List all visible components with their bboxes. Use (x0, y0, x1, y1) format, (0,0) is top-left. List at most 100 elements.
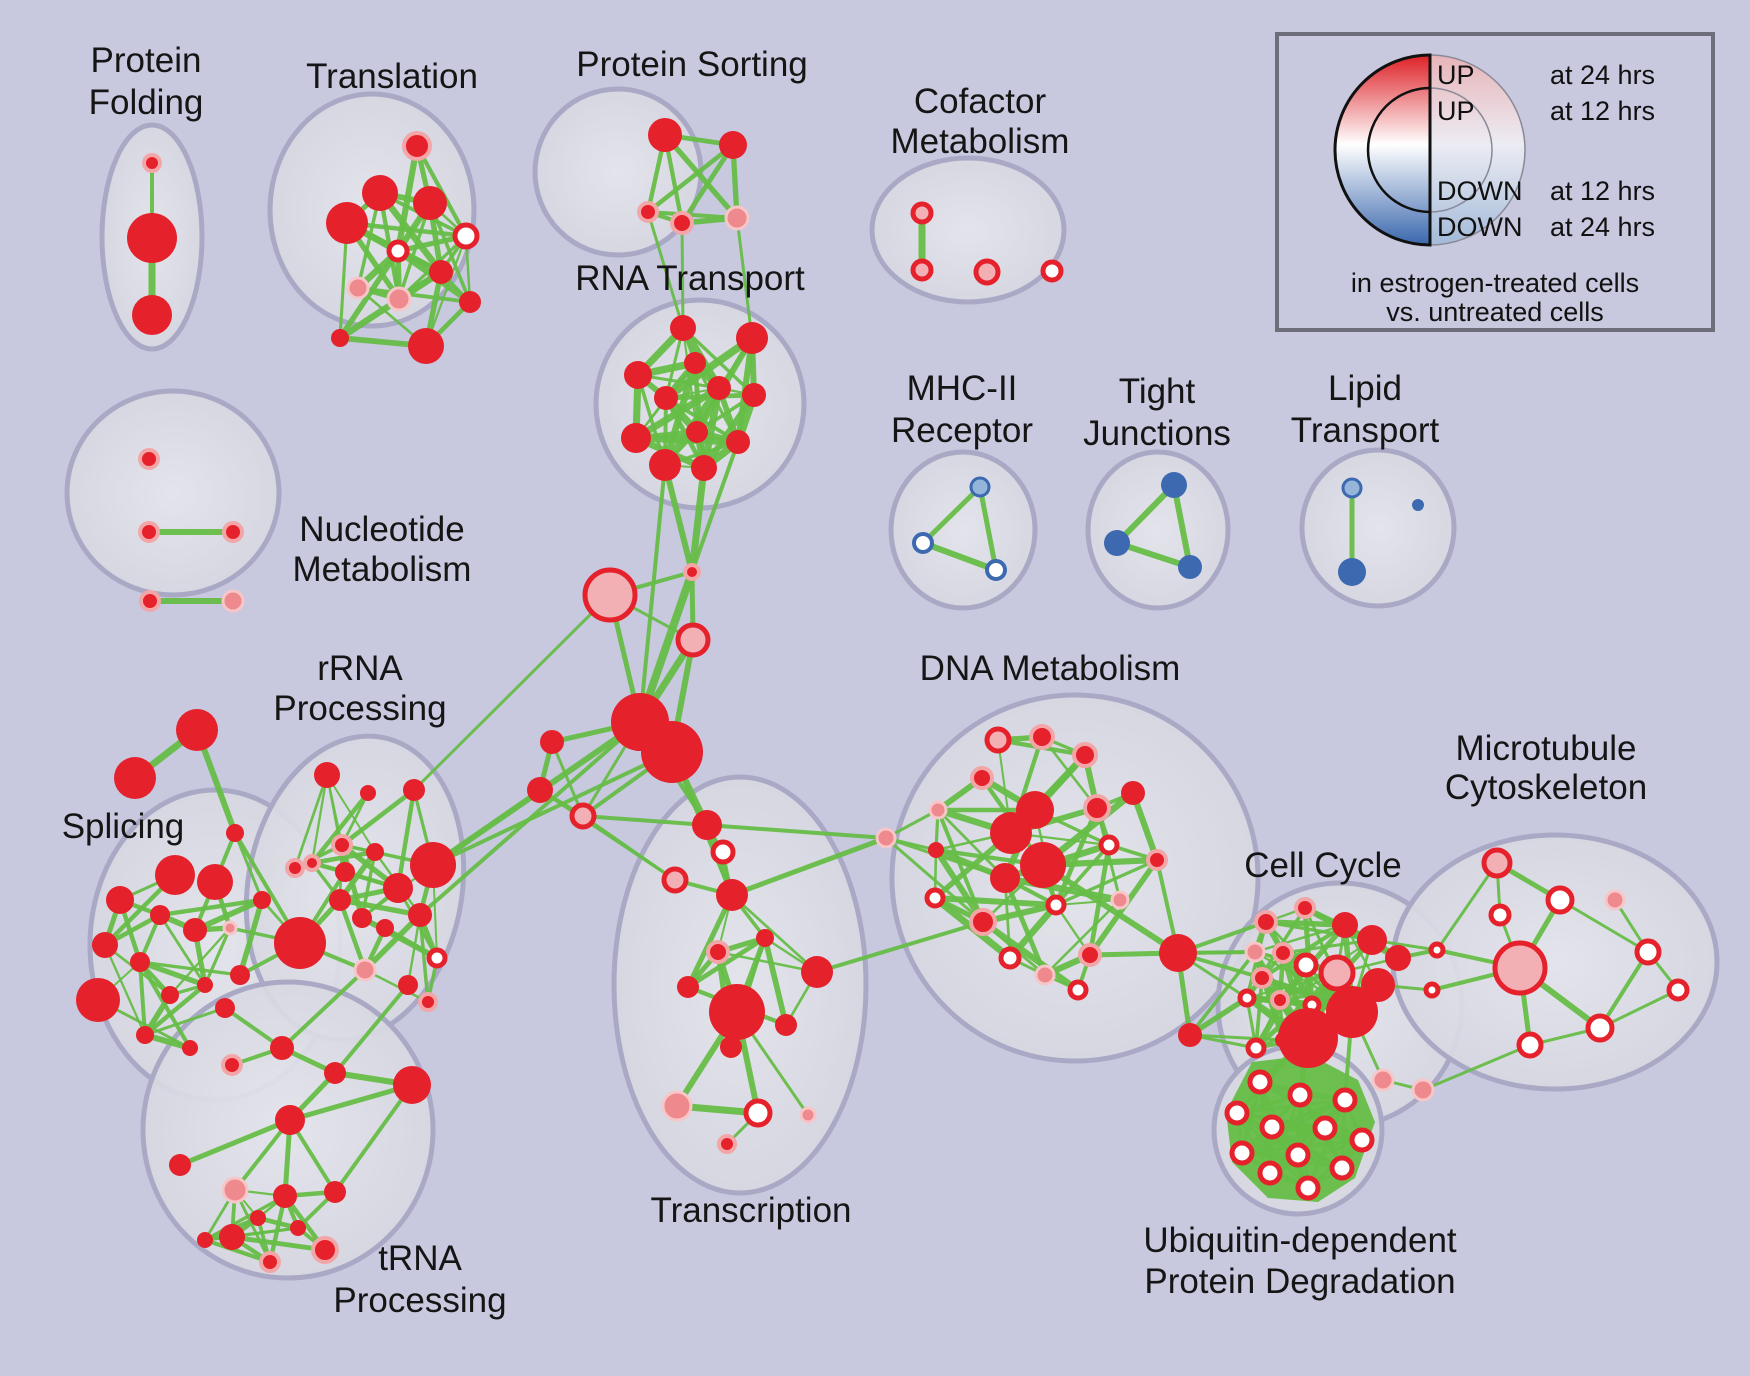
node-ch1 (683, 563, 701, 581)
edge (936, 808, 1007, 880)
node-ub7 (1349, 1127, 1375, 1153)
legend-row-down-12h: DOWN at 12 hrs (1437, 176, 1707, 206)
node-dm13 (990, 863, 1020, 893)
cluster-protein-sorting-label: Protein Sorting (576, 45, 808, 84)
cluster-rrna-processing-label: rRNA (317, 649, 403, 688)
node-sl8 (130, 952, 150, 972)
cluster-cofactor-metabolism-label: Cofactor (914, 82, 1047, 121)
node-mt7 (1516, 1031, 1544, 1059)
node-tx11 (720, 1036, 742, 1058)
node-dm17 (1045, 894, 1067, 916)
edge (679, 142, 736, 226)
node-rt8 (621, 423, 651, 453)
node-mh3 (985, 559, 1007, 581)
legend-12h-half-arc (1366, 86, 1431, 214)
node-tr3 (326, 202, 368, 244)
cluster-microtubule-cytoskeleton-ellipse (1390, 832, 1720, 1092)
edge (581, 814, 888, 840)
cluster-tight-junctions-label: Tight (1119, 372, 1196, 411)
edge (735, 216, 754, 340)
node-ps4 (670, 211, 694, 235)
edge (177, 1117, 293, 1168)
node-nm3 (222, 521, 244, 543)
legend-row-up-24h: UP at 24 hrs (1437, 60, 1707, 90)
legend-caption-line1: in estrogen-treated cells (1350, 268, 1640, 298)
edge (815, 920, 985, 974)
node-sl3 (106, 886, 134, 914)
edge (1054, 843, 1111, 907)
legend-time-label: at 12 hrs (1550, 96, 1656, 126)
node-ub8 (1229, 1140, 1255, 1166)
node-cc21 (1326, 986, 1378, 1038)
edge (142, 982, 208, 1038)
node-mt3 (1488, 903, 1512, 927)
node-tr10 (408, 328, 444, 364)
edge (977, 484, 999, 573)
node-cc11 (1237, 988, 1257, 1008)
node-pf1 (142, 153, 162, 173)
edge (1435, 861, 1499, 952)
legend-time-label: at 12 hrs (1550, 176, 1656, 206)
cluster-protein-folding-label: Folding (89, 83, 204, 122)
edge (418, 720, 642, 917)
node-tn11 (197, 1232, 213, 1248)
edge (979, 918, 1082, 994)
node-mt9 (1634, 938, 1662, 966)
node-cc8 (1293, 952, 1319, 978)
node-mt4 (1428, 941, 1446, 959)
node-ub2 (1287, 1082, 1313, 1108)
edge (1254, 976, 1264, 1050)
node-tn2 (270, 1036, 294, 1060)
edge (920, 540, 999, 573)
node-mt8 (1585, 1013, 1615, 1043)
node-rr10 (329, 889, 351, 911)
edge (1188, 1033, 1285, 1042)
node-rt9 (686, 421, 708, 443)
node-ps3 (637, 201, 659, 223)
node-tx1 (692, 810, 722, 840)
node-sj1 (274, 917, 326, 969)
node-cc20 (1278, 1008, 1338, 1068)
edge (933, 847, 986, 925)
cluster-protein-folding-label: Protein (91, 41, 202, 80)
edge (1253, 923, 1347, 954)
edge (685, 935, 768, 990)
node-tr11 (459, 291, 481, 313)
edge (716, 950, 819, 974)
node-sp2 (114, 757, 156, 799)
node-tx4 (716, 879, 748, 911)
node-tx14 (799, 1106, 817, 1124)
node-mh2 (912, 532, 934, 554)
edge (137, 959, 208, 988)
node-ub12 (1295, 1175, 1321, 1201)
node-ub3 (1332, 1087, 1358, 1113)
node-tn15 (290, 1220, 306, 1236)
node-dm2 (1029, 724, 1055, 750)
node-rt10 (726, 430, 750, 454)
node-sl7 (92, 932, 118, 958)
node-mt6 (1492, 940, 1548, 996)
node-mt10 (1604, 889, 1626, 911)
node-dm10 (1121, 781, 1145, 805)
node-tj3 (1178, 555, 1202, 579)
edge (662, 132, 740, 221)
node-cf2 (910, 258, 934, 282)
node-tn5 (393, 1066, 431, 1104)
node-sl1 (155, 855, 195, 895)
node-dm18 (1078, 943, 1102, 967)
node-rr9 (383, 873, 413, 903)
node-tr5 (452, 222, 480, 250)
node-dm20 (875, 827, 897, 849)
node-lt1 (1341, 477, 1363, 499)
cluster-nucleotide-metabolism-label: Nucleotide (299, 510, 464, 549)
edge (884, 836, 985, 924)
edge (363, 968, 430, 1004)
node-ub1 (1247, 1069, 1273, 1095)
node-cf1 (910, 201, 934, 225)
node-lt2 (1338, 558, 1366, 586)
node-rr12 (376, 919, 394, 937)
edge (362, 912, 423, 973)
edge (333, 1083, 414, 1194)
edge (936, 808, 985, 924)
